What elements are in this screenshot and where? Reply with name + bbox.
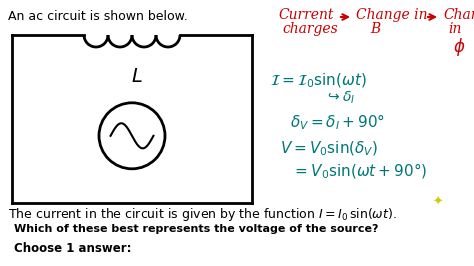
Text: in: in xyxy=(448,22,461,36)
Text: Choose 1 answer:: Choose 1 answer: xyxy=(14,242,131,255)
Text: $\phi$: $\phi$ xyxy=(453,36,465,58)
Text: $V = V_0\sin(\delta_V)$: $V = V_0\sin(\delta_V)$ xyxy=(280,140,378,158)
Text: The current in the circuit is given by the function $I = I_0\,\sin(\omega t)$.: The current in the circuit is given by t… xyxy=(8,206,397,223)
Text: Current: Current xyxy=(278,8,334,22)
Text: Which of these best represents the voltage of the source?: Which of these best represents the volta… xyxy=(14,224,379,234)
Text: $\hookrightarrow \delta_I$: $\hookrightarrow \delta_I$ xyxy=(325,90,355,106)
Text: B: B xyxy=(370,22,380,36)
Text: $\delta_V = \delta_I + 90°$: $\delta_V = \delta_I + 90°$ xyxy=(290,112,385,132)
Text: ✦: ✦ xyxy=(433,196,443,209)
Text: Change: Change xyxy=(443,8,474,22)
Text: $L$: $L$ xyxy=(131,67,143,86)
Text: Change in: Change in xyxy=(356,8,428,22)
Text: $\mathcal{I} = \mathcal{I}_0\sin(\omega t)$: $\mathcal{I} = \mathcal{I}_0\sin(\omega … xyxy=(270,72,367,90)
Text: An ac circuit is shown below.: An ac circuit is shown below. xyxy=(8,10,188,23)
Text: charges: charges xyxy=(282,22,338,36)
Text: $= V_0\sin(\omega t + 90°)$: $= V_0\sin(\omega t + 90°)$ xyxy=(292,162,427,181)
